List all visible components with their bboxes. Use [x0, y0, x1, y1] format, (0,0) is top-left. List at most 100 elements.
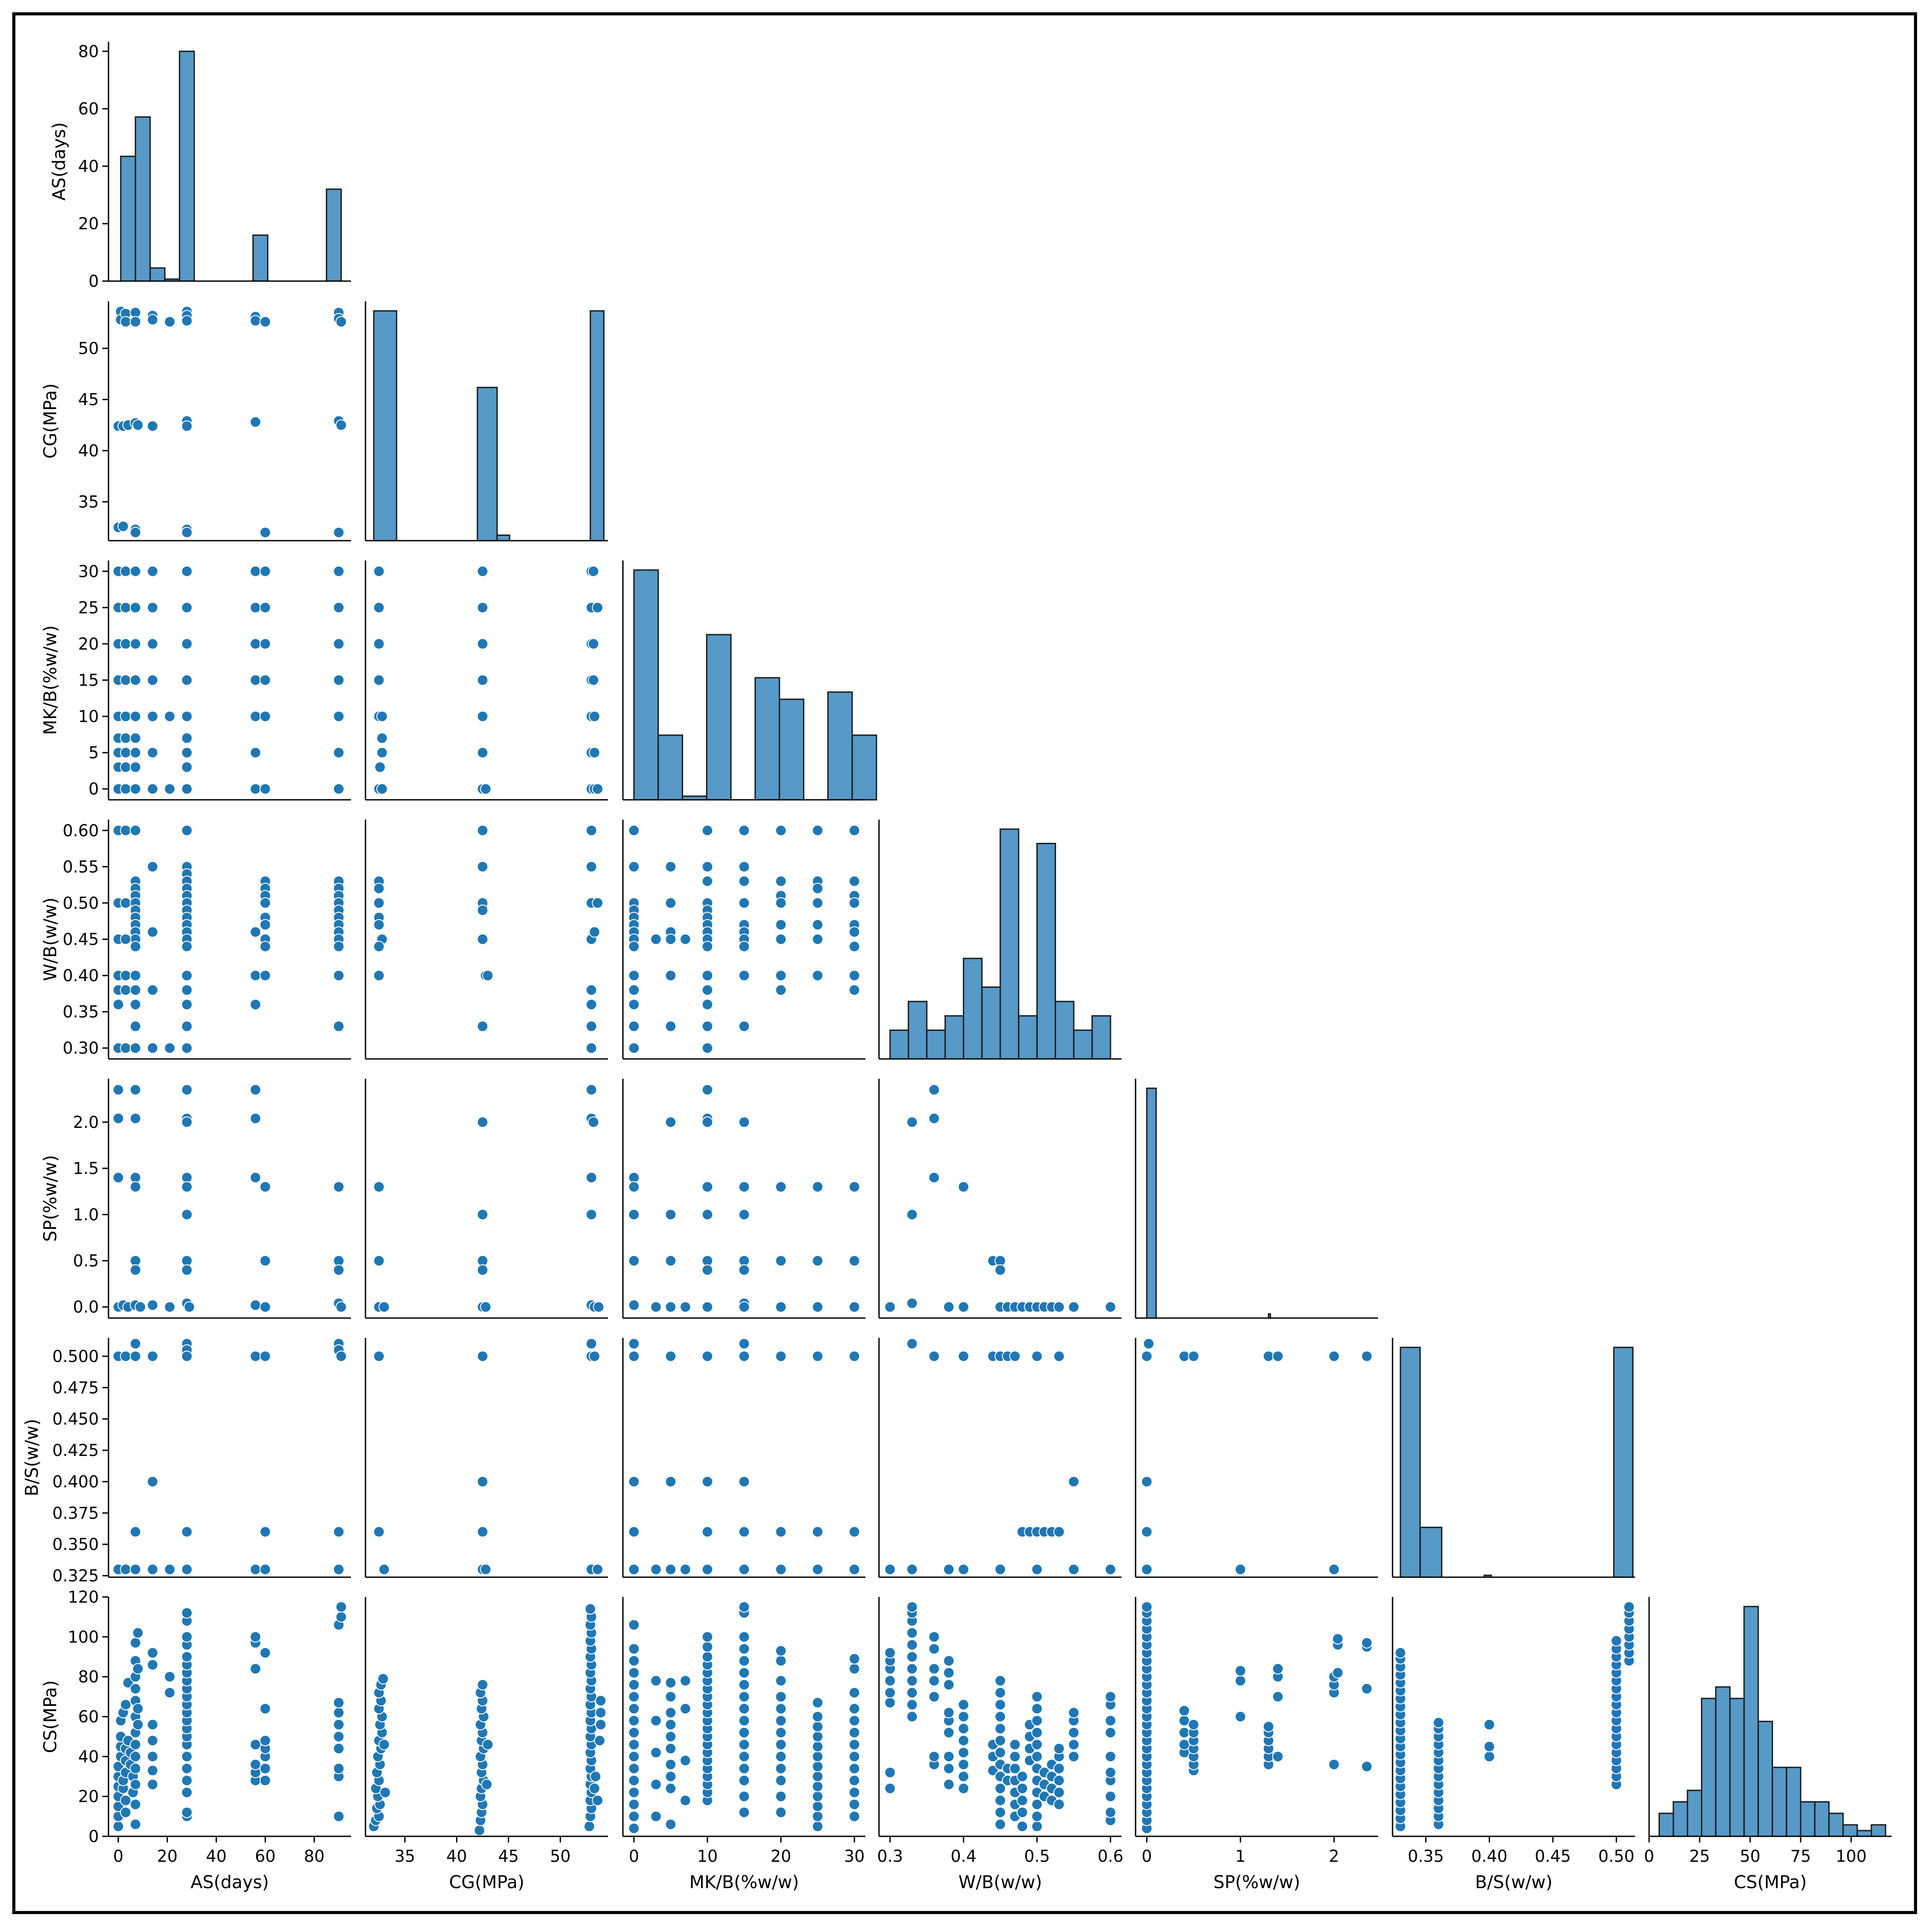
- scatter-point: [120, 933, 132, 945]
- scatter-point: [130, 1113, 141, 1124]
- scatter-point: [848, 875, 860, 887]
- scatter-point: [738, 1631, 750, 1643]
- panel-sp-w-w-vs-sp-w-w: [1135, 1079, 1378, 1319]
- scatter-point: [333, 1181, 345, 1193]
- scatter-point: [120, 761, 132, 773]
- scatter-point: [181, 1763, 193, 1774]
- scatter-point: [373, 638, 385, 650]
- scatter-point: [848, 1715, 860, 1727]
- scatter-point: [373, 602, 385, 614]
- scatter-point: [884, 1301, 896, 1313]
- scatter-point: [132, 1719, 144, 1730]
- scatter-point: [147, 926, 159, 938]
- scatter-point: [250, 1663, 261, 1675]
- panel-cs-mpa-vs-w-b-w-w: 0.3 0.4 0.5 0.6 W/B(w/w): [877, 1597, 1123, 1893]
- scatter-point: [593, 1301, 604, 1313]
- scatter-point: [628, 1667, 640, 1679]
- scatter-point: [650, 1810, 662, 1822]
- scatter-point: [665, 1020, 677, 1032]
- scatter-point: [738, 824, 750, 836]
- scatter-point: [120, 711, 132, 722]
- scatter-point: [181, 1774, 193, 1786]
- scatter-point: [333, 1526, 345, 1538]
- scatter-point: [589, 1350, 601, 1362]
- hist-bar: [1018, 1015, 1038, 1060]
- scatter-point: [738, 1350, 750, 1362]
- scatter-point: [259, 1703, 271, 1715]
- scatter-point: [738, 1301, 750, 1313]
- scatter-point: [477, 1020, 488, 1032]
- hist-bar: [1814, 1801, 1830, 1837]
- scatter-point: [628, 824, 640, 836]
- scatter-point: [181, 1526, 193, 1538]
- scatter-point: [928, 1631, 940, 1643]
- scatter-point: [374, 761, 386, 773]
- scatter-point: [120, 1042, 132, 1054]
- scatter-point: [164, 1042, 176, 1054]
- x-tick-label: 0.35: [1408, 1847, 1444, 1866]
- hist-bar: [926, 1030, 946, 1060]
- x-tick-label: 0.4: [951, 1847, 977, 1866]
- scatter-point: [943, 1707, 955, 1719]
- x-tick-label: 0.5: [1024, 1847, 1050, 1866]
- scatter-point: [147, 1350, 159, 1362]
- scatter-point: [848, 970, 860, 982]
- scatter-point: [812, 1181, 824, 1193]
- x-tick-label: 0: [1644, 1847, 1654, 1866]
- y-tick-label: 0.0: [73, 1298, 99, 1317]
- scatter-point: [702, 984, 713, 996]
- scatter-point: [628, 1774, 640, 1786]
- y-tick-label: 80: [78, 1668, 99, 1687]
- scatter-point: [702, 1631, 713, 1643]
- scatter-point: [738, 1727, 750, 1738]
- scatter-point: [665, 1719, 677, 1730]
- x-tick-label: 0: [113, 1847, 124, 1866]
- scatter-point: [333, 941, 345, 953]
- scatter-point: [130, 999, 141, 1011]
- scatter-point: [130, 783, 141, 795]
- scatter-point: [181, 1806, 193, 1818]
- scatter-point: [477, 1476, 488, 1488]
- scatter-point: [373, 1526, 385, 1538]
- scatter-point: [848, 1787, 860, 1799]
- scatter-point: [335, 1611, 347, 1623]
- panel-b-s-w-w-vs-cg-mpa: [365, 1338, 608, 1578]
- scatter-point: [943, 1564, 955, 1575]
- scatter-point: [482, 970, 494, 982]
- scatter-point: [1104, 1766, 1116, 1778]
- y-axis-label: CS(MPa): [40, 1680, 61, 1753]
- scatter-point: [1053, 1743, 1065, 1755]
- x-tick-label: 0.40: [1471, 1847, 1507, 1866]
- scatter-point: [1068, 1707, 1080, 1719]
- scatter-point: [848, 1703, 860, 1715]
- scatter-point: [586, 984, 597, 996]
- scatter-point: [628, 1691, 640, 1703]
- scatter-point: [848, 1301, 860, 1313]
- scatter-point: [665, 1116, 677, 1128]
- panel-b-s-w-w-vs-b-s-w-w: [1392, 1338, 1635, 1578]
- scatter-point: [181, 638, 193, 650]
- scatter-point: [130, 970, 141, 982]
- scatter-point: [738, 1264, 750, 1276]
- scatter-point: [147, 420, 159, 432]
- scatter-point: [333, 674, 345, 686]
- hist-bar: [778, 698, 804, 801]
- scatter-point: [884, 1697, 896, 1709]
- scatter-point: [628, 999, 640, 1011]
- scatter-point: [112, 999, 124, 1011]
- scatter-point: [1053, 1350, 1065, 1362]
- scatter-point: [958, 1699, 970, 1711]
- scatter-point: [775, 1691, 787, 1703]
- scatter-point: [333, 747, 345, 759]
- scatter-point: [120, 747, 132, 759]
- scatter-point: [1031, 1799, 1043, 1810]
- scatter-point: [848, 1663, 860, 1675]
- scatter-point: [259, 897, 271, 909]
- scatter-point: [775, 1739, 787, 1751]
- scatter-point: [650, 1778, 662, 1790]
- panel-cs-mpa-vs-b-s-w-w: 0.35 0.40 0.45 0.50 B/S(w/w): [1392, 1597, 1635, 1893]
- y-tick-label: 60: [78, 1708, 99, 1727]
- scatter-point: [812, 1711, 824, 1723]
- scatter-point: [1361, 1637, 1373, 1649]
- y-tick-label: 80: [78, 42, 99, 61]
